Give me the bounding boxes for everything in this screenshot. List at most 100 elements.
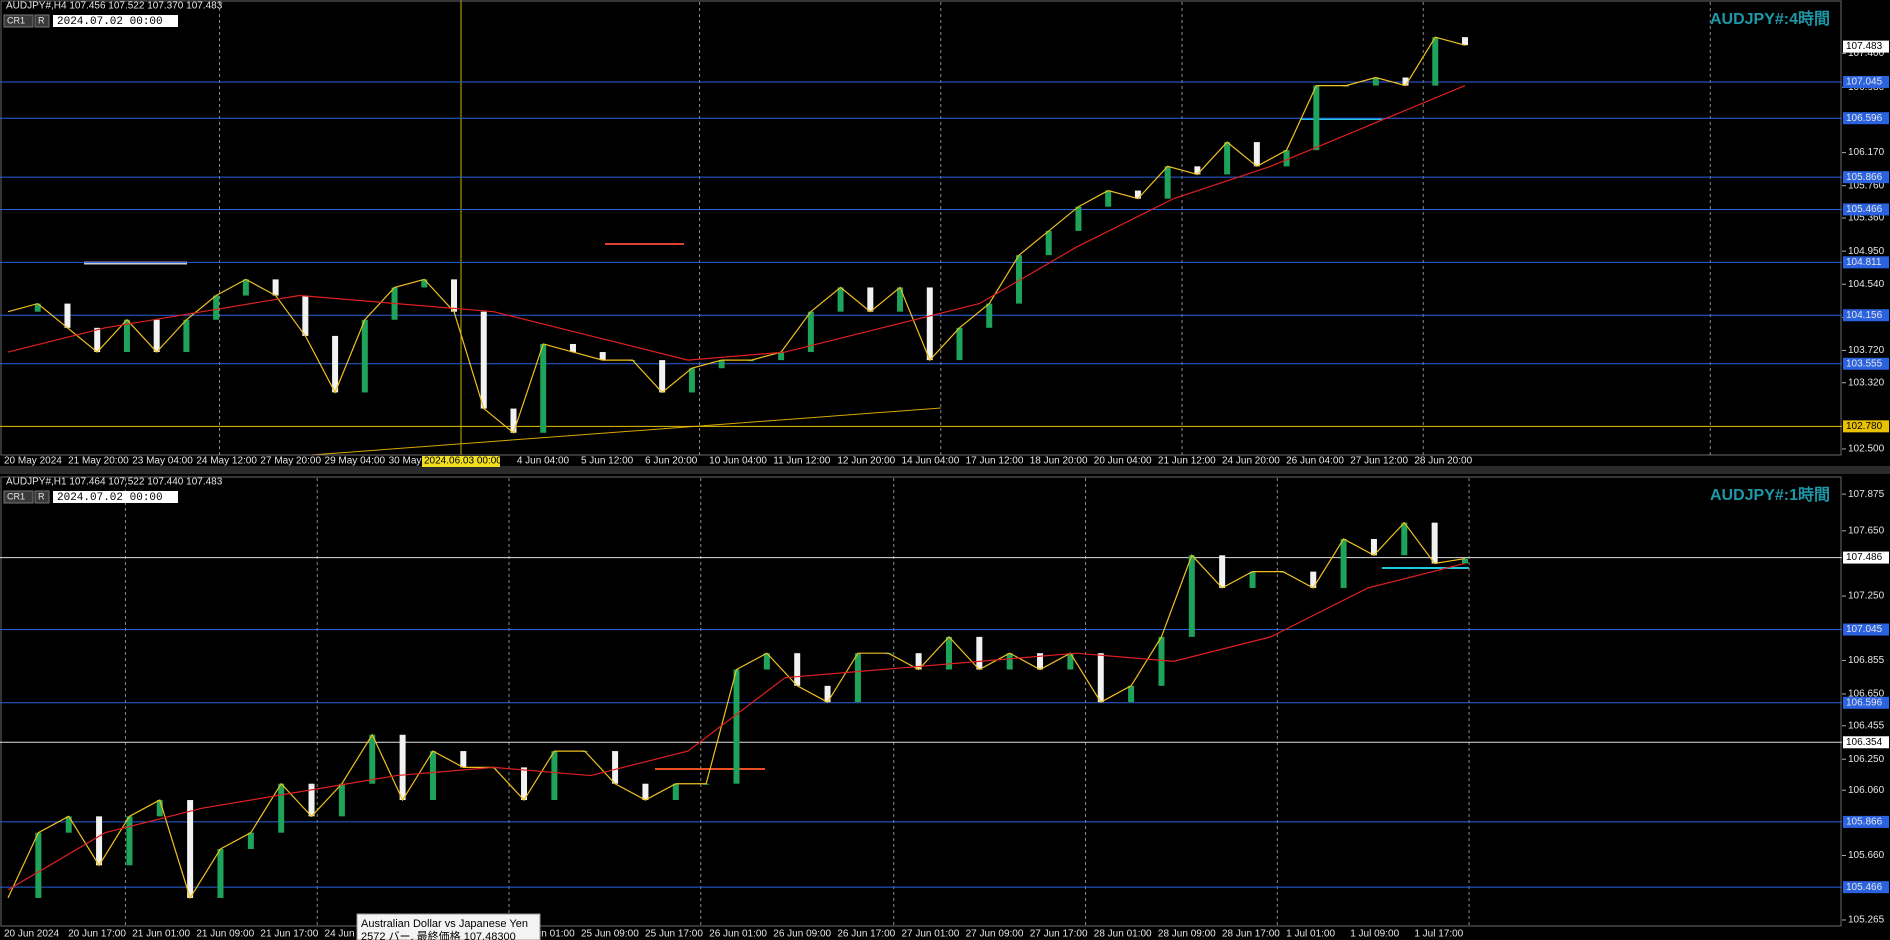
- candle: [65, 816, 72, 833]
- candle: [1128, 685, 1135, 703]
- candle: [1372, 77, 1379, 86]
- candle: [183, 319, 190, 353]
- time-label: 30 May: [389, 456, 422, 467]
- candle: [1249, 571, 1256, 588]
- candle: [915, 653, 922, 670]
- button-label: R: [38, 491, 45, 501]
- candle: [778, 352, 785, 361]
- level-tag-label: 107.045: [1846, 624, 1883, 635]
- candle: [399, 734, 406, 801]
- y-tick-label: 106.855: [1848, 655, 1885, 666]
- time-label: 14 Jun 04:00: [901, 456, 959, 467]
- candle: [599, 352, 606, 361]
- candle: [1340, 538, 1347, 588]
- price-line: [7, 36, 1466, 434]
- candle: [126, 816, 133, 866]
- candle: [369, 734, 376, 784]
- candle: [361, 319, 368, 393]
- time-label: 10 Jun 04:00: [709, 456, 767, 467]
- candle: [1462, 37, 1468, 46]
- candle: [867, 287, 874, 312]
- level-tag: [1843, 420, 1889, 433]
- time-label: 20 Jun 04:00: [1094, 456, 1152, 467]
- button[interactable]: [34, 490, 50, 504]
- candle: [1075, 206, 1082, 231]
- level-tag: [1843, 815, 1889, 828]
- panel-header: AUDJPY#,H4 107.456 107.522 107.370 107.4…: [6, 1, 223, 12]
- candle: [1432, 37, 1439, 86]
- candle: [302, 295, 309, 336]
- button[interactable]: [3, 14, 34, 28]
- level-tag: [1843, 623, 1889, 636]
- candle: [688, 368, 695, 393]
- time-label: 27 Jun 01:00: [901, 929, 959, 940]
- y-tick-label: 104.540: [1848, 279, 1885, 290]
- price-line: [7, 521, 1466, 900]
- level-tag: [1843, 203, 1889, 216]
- candle: [1402, 77, 1409, 86]
- candle: [96, 816, 103, 866]
- y-tick-label: 103.320: [1848, 377, 1885, 388]
- time-label: 21 May 20:00: [68, 456, 129, 467]
- candle: [837, 287, 844, 312]
- candle: [1188, 555, 1195, 637]
- candle: [1097, 653, 1104, 703]
- button[interactable]: [34, 14, 50, 28]
- button[interactable]: [3, 490, 34, 504]
- candle: [34, 303, 41, 312]
- time-label: 5 Jun 12:00: [581, 456, 634, 467]
- candle: [824, 685, 831, 703]
- y-tick-label: 107.400: [1848, 48, 1885, 59]
- time-label: 24 Jun: [325, 929, 355, 940]
- candle: [332, 335, 339, 393]
- y-tick-label: 104.950: [1848, 246, 1885, 257]
- y-tick-label: 107.875: [1848, 489, 1885, 500]
- tooltip-line: Australian Dollar vs Japanese Yen: [361, 918, 528, 930]
- level-tag: [1843, 256, 1889, 269]
- level-tag-label: 105.866: [1846, 817, 1883, 828]
- candle: [1219, 555, 1226, 588]
- level-tag-label: 107.486: [1846, 552, 1883, 563]
- candle: [308, 783, 315, 817]
- y-tick-label: 107.650: [1848, 525, 1885, 536]
- candle: [976, 636, 983, 670]
- time-label: 4 Jun 04:00: [517, 456, 570, 467]
- candle: [1067, 653, 1074, 670]
- candle: [1253, 142, 1260, 167]
- level-tag: [1843, 75, 1889, 88]
- price-tag: [1843, 40, 1889, 53]
- crosshair-label: 2024.06.03 00:00: [424, 456, 502, 467]
- candle: [1310, 571, 1317, 588]
- y-tick-label: 106.060: [1848, 785, 1885, 796]
- plot-frame: [0, 476, 1842, 927]
- candle: [659, 360, 666, 393]
- y-tick-label: 106.170: [1848, 147, 1885, 158]
- candle: [1431, 522, 1438, 564]
- level-tag-label: 105.866: [1846, 172, 1883, 183]
- time-label: 26 Jun 04:00: [1286, 456, 1344, 467]
- candle: [956, 327, 963, 361]
- y-tick-label: 102.500: [1848, 444, 1885, 455]
- candle: [569, 343, 576, 353]
- candle: [718, 360, 725, 369]
- candle: [551, 751, 558, 801]
- panel-header: AUDJPY#,H1 107.464 107.522 107.440 107.4…: [6, 477, 223, 488]
- panel-separator: [0, 466, 1890, 474]
- date-label: 2024.07.02 00:00: [57, 492, 163, 504]
- candle: [1370, 538, 1377, 556]
- date-label: 2024.07.02 00:00: [57, 16, 163, 28]
- y-tick-label: 105.660: [1848, 850, 1885, 861]
- level-tag-label: 106.596: [1846, 697, 1883, 708]
- level-tag: [1843, 881, 1889, 894]
- time-label: 25 Jun 01:00: [517, 929, 575, 940]
- candle: [480, 311, 487, 409]
- candle: [1006, 653, 1013, 670]
- level-tag-label: 104.156: [1846, 310, 1883, 321]
- time-label: 6 Jun 20:00: [645, 456, 698, 467]
- level-tag-label: 105.466: [1846, 204, 1883, 215]
- candle: [272, 279, 279, 296]
- level-tag: [1843, 696, 1889, 709]
- candle: [1037, 653, 1044, 670]
